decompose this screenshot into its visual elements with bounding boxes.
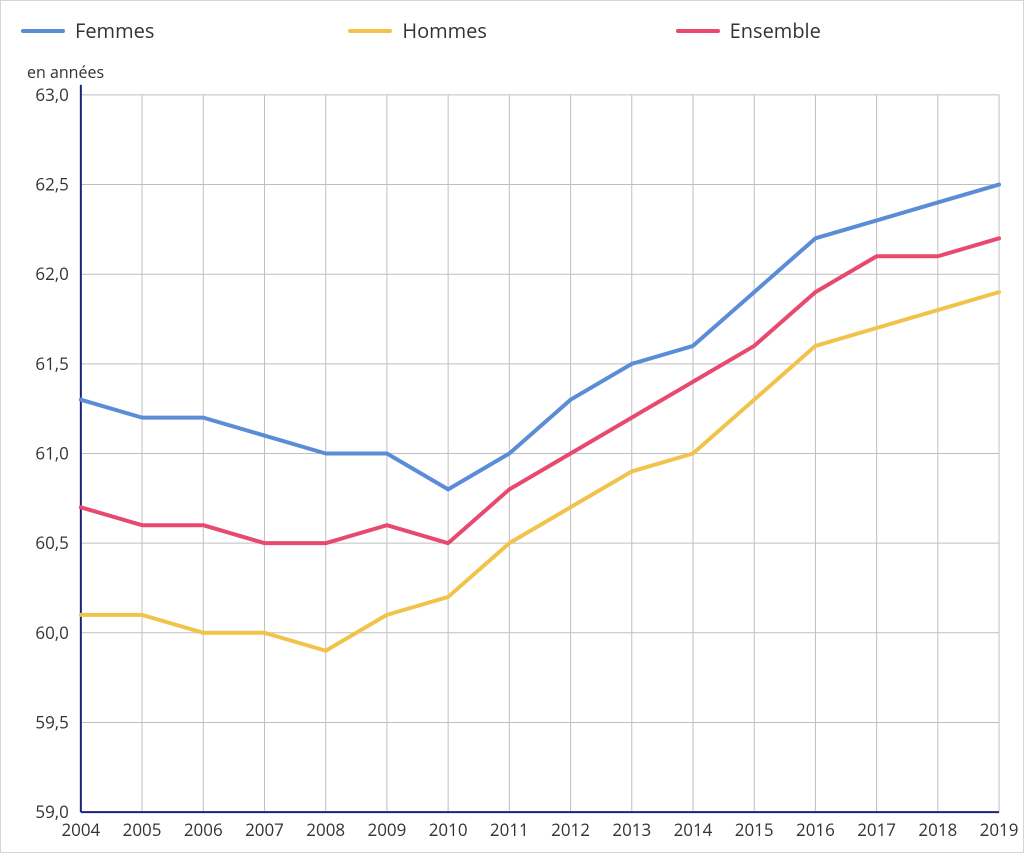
- y-tick-label: 61,0: [35, 441, 68, 464]
- legend-label: Femmes: [75, 17, 154, 44]
- x-tick-labels: 2004 2005 2006 2007 2008 2009 2010 2011 2012 2013…: [61, 818, 1018, 841]
- x-tick-label: 2013: [612, 818, 651, 841]
- y-tick-label: 62,5: [35, 173, 68, 196]
- plot-area: 59,059,560,060,561,061,562,062,563,02004…: [1, 53, 1023, 852]
- x-tick-label: 2006: [184, 818, 223, 841]
- legend-item-femmes: Femmes: [21, 17, 348, 44]
- x-tick-label: 2010: [429, 818, 468, 841]
- y-tick-labels: 59,059,560,060,561,061,562,062,563,0: [35, 83, 68, 823]
- legend-swatch-ensemble: [676, 29, 720, 33]
- x-tick-label: 2015: [735, 818, 774, 841]
- y-tick-label: 61,5: [35, 352, 68, 375]
- series-group: [81, 185, 999, 651]
- x-tick-label: 2019: [980, 818, 1019, 841]
- legend-label: Ensemble: [730, 17, 821, 44]
- legend-item-ensemble: Ensemble: [676, 17, 1003, 44]
- axes: [81, 85, 999, 812]
- legend-swatch-femmes: [21, 29, 65, 33]
- legend-item-hommes: Hommes: [348, 17, 675, 44]
- series-line: [81, 185, 999, 490]
- chart-container: Femmes Hommes Ensemble en années 59,059,…: [0, 0, 1024, 853]
- x-tick-label: 2004: [61, 818, 100, 841]
- x-tick-label: 2012: [551, 818, 590, 841]
- legend-swatch-hommes: [348, 29, 392, 33]
- x-tick-label: 2011: [490, 818, 529, 841]
- y-tick-label: 63,0: [35, 83, 68, 106]
- x-tick-label: 2016: [796, 818, 835, 841]
- series-line: [81, 238, 999, 543]
- x-tick-label: 2009: [368, 818, 407, 841]
- y-tick-label: 59,5: [35, 710, 68, 733]
- x-tick-label: 2018: [918, 818, 957, 841]
- y-tick-label: 60,0: [35, 621, 68, 644]
- x-tick-label: 2005: [123, 818, 162, 841]
- legend-label: Hommes: [402, 17, 487, 44]
- legend: Femmes Hommes Ensemble: [1, 1, 1023, 52]
- x-tick-label: 2017: [857, 818, 896, 841]
- y-tick-label: 62,0: [35, 262, 68, 285]
- grid: [81, 95, 999, 812]
- y-tick-label: 60,5: [35, 531, 68, 554]
- x-tick-label: 2007: [245, 818, 284, 841]
- x-tick-label: 2014: [674, 818, 713, 841]
- plot-svg: 59,059,560,060,561,061,562,062,563,02004…: [1, 53, 1023, 852]
- x-tick-label: 2008: [306, 818, 345, 841]
